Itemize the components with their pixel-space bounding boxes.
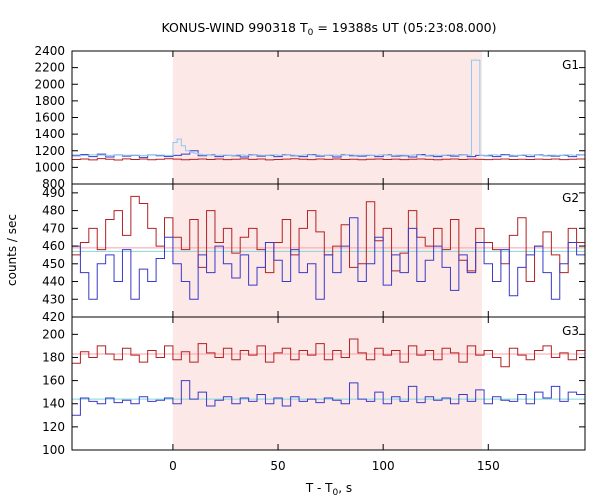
y-tick-label: 1000 xyxy=(34,160,65,174)
y-tick-label: 1800 xyxy=(34,94,65,108)
y-tick-label: 480 xyxy=(42,204,65,218)
y-tick-label: 180 xyxy=(42,350,65,364)
y-tick-label: 440 xyxy=(42,275,65,289)
panel-g1: 800 1000 1200 1400 1600 1800 2000 2200 2400 G1 xyxy=(34,44,586,191)
y-tick-label: 460 xyxy=(42,239,65,253)
x-tick-label: 100 xyxy=(372,459,395,473)
panel-g2: 420 430 440 450 460 470 480 490 G2 xyxy=(42,183,586,324)
y-tick-label: 2400 xyxy=(34,44,65,58)
highlight-interval xyxy=(172,317,482,450)
highlight-interval xyxy=(172,184,482,317)
x-axis-label: T - T0, s xyxy=(305,481,352,498)
y-tick-label: 2200 xyxy=(34,61,65,75)
panel-g3: 100 120 140 160 180 200 G3 xyxy=(42,316,586,457)
y-tick-label: 420 xyxy=(42,310,65,324)
y-tick-label: 2000 xyxy=(34,77,65,91)
y-tick-label: 140 xyxy=(42,397,65,411)
x-tick-label: 0 xyxy=(169,459,177,473)
y-tick-label: 120 xyxy=(42,420,65,434)
highlight-interval xyxy=(172,51,482,184)
y-tick-label: 200 xyxy=(42,327,65,341)
series-blue xyxy=(72,380,585,416)
y-tick-label: 1600 xyxy=(34,111,65,125)
x-tick-label: 50 xyxy=(270,459,285,473)
y-tick-label: 1400 xyxy=(34,127,65,141)
panel-label: G2 xyxy=(562,191,579,205)
y-tick-label: 100 xyxy=(42,443,65,457)
series-red xyxy=(72,158,585,161)
series-light_blue xyxy=(72,59,585,156)
series-blue xyxy=(72,217,585,300)
series-red xyxy=(72,338,585,368)
panel-label: G3 xyxy=(562,324,579,338)
y-tick-label: 160 xyxy=(42,374,65,388)
panel-label: G1 xyxy=(562,58,579,72)
y-tick-label: 430 xyxy=(42,292,65,306)
y-tick-label: 450 xyxy=(42,257,65,271)
y-tick-label: 800 xyxy=(42,177,65,191)
y-tick-label: 470 xyxy=(42,221,65,235)
x-tick-label: 150 xyxy=(477,459,500,473)
y-tick-label: 1200 xyxy=(34,144,65,158)
y-axis-label: counts / sec xyxy=(5,214,19,286)
chart-title: KONUS-WIND 990318 T0 = 19388s UT (05:23:… xyxy=(161,20,496,38)
chart-panels: 80010001200140016001800200022002400G1420… xyxy=(34,44,586,473)
panel-frame xyxy=(71,316,586,451)
y-tick-label: 490 xyxy=(42,186,65,200)
